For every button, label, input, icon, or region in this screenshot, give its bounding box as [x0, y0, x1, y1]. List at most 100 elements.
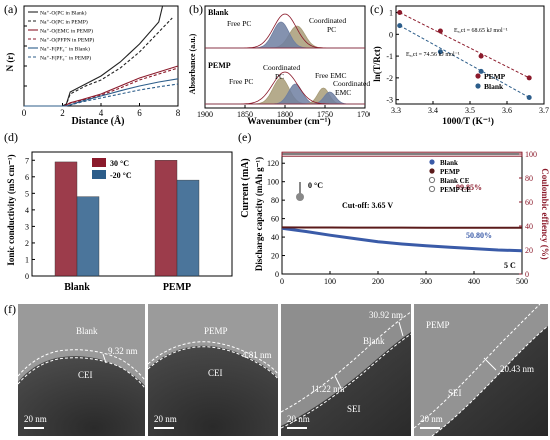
b-pemp-label-2: PC — [275, 72, 284, 81]
tem-1-title: Blank — [76, 326, 98, 336]
panel-c-svg: (c) ln(T/Rct) 1000/T (K⁻¹) 3.3 3.4 3.5 3.6 3… — [370, 2, 549, 127]
c-xtick-label: 3.3 — [391, 106, 401, 115]
tem-1-scale: 20 nm — [24, 414, 47, 424]
b-pemp-label-1: Coordinated — [263, 63, 300, 72]
b-xtick-label: 1700 — [357, 110, 370, 119]
d-category-label: PEMP — [163, 282, 191, 293]
c-legend-label: Blank — [484, 82, 504, 91]
d-ytick-label: 0 — [25, 272, 29, 281]
c-ytick-label: 0 — [389, 30, 393, 39]
d-bar-pemp-2 — [176, 179, 200, 277]
b-pemp-label-5: Coordinated — [333, 79, 370, 88]
panel-b-ylabel: Absorbance (a.u.) — [188, 33, 197, 94]
e-xtick-label: 200 — [372, 277, 384, 286]
e-pct-blank: 50.80% — [466, 231, 492, 240]
e-xtick-label: 300 — [420, 277, 432, 286]
a-xtick-label: 8 — [176, 108, 181, 118]
e-thermometer-bulb-icon — [296, 193, 304, 201]
b-blank-title: Blank — [208, 8, 229, 17]
b-pemp-title: PEMP — [208, 61, 231, 70]
c-legend-marker — [475, 83, 481, 89]
panel-c-xlabel: 1000/T (K⁻¹) — [442, 116, 494, 127]
a-xtick-label: 0 — [22, 108, 27, 118]
d-ytick-label: 2 — [25, 239, 29, 248]
a-legend-label: Na⁺-O(PC in PEMP) — [40, 19, 88, 26]
b-pemp-label-3: Free EMC — [315, 71, 346, 80]
e-ytick-label: 40 — [271, 233, 279, 242]
c-point — [437, 28, 443, 34]
e-legend-label: PEMP CE — [440, 186, 471, 194]
b-pemp-label-6: EMC — [335, 88, 351, 97]
c-ytick-label: -2 — [386, 74, 393, 83]
b-blank-label-3: PC — [327, 25, 336, 34]
panel-e-xlabel: Current (mA) — [240, 158, 251, 218]
e-ytick-label: 0 — [275, 270, 279, 279]
tem-3-title: Blank — [363, 336, 385, 346]
b-xtick-label: 1800 — [277, 110, 293, 119]
tem-image-2: PEMP 4.81 nm CEI 20 nm — [148, 304, 278, 436]
e-legend-marker — [429, 159, 435, 165]
tem-image-4: PEMP 20.43 nm SEI 20 nm — [414, 304, 548, 436]
c-legend-label: PEMP — [484, 72, 506, 81]
c-fit-line-1 — [399, 12, 530, 79]
tem-3-thickness: 30.92 nm — [369, 310, 404, 320]
panel-f-letter: (f) — [4, 302, 16, 316]
c-xtick-label: 3.7 — [539, 106, 549, 115]
d-legend-30: 30 °C — [110, 159, 129, 168]
a-series-line-5 — [24, 78, 179, 107]
panel-a-ylabel: N (r) — [5, 53, 15, 72]
a-series-line-4 — [24, 67, 179, 107]
c-ea-blank: Eₐ,ct = 74.56 kJ mol⁻¹ — [406, 52, 460, 58]
e-capacity-line-1 — [281, 226, 523, 253]
a-series-line-2 — [24, 17, 173, 107]
d-category-label: Blank — [64, 282, 90, 293]
tem-4-title: PEMP — [426, 320, 450, 330]
d-ytick-label: 1 — [25, 255, 29, 264]
e-y2tick-label: 60 — [525, 198, 533, 207]
e-legend-label: Blank — [440, 159, 458, 167]
tem-2-title: PEMP — [204, 326, 228, 336]
d-bar-pemp-1 — [154, 160, 178, 277]
c-point — [397, 10, 403, 16]
e-cutoff-label: Cut-off: 3.65 V — [342, 201, 393, 210]
e-y2tick-label: 100 — [525, 150, 537, 159]
tem-4-thickness: 20.43 nm — [500, 364, 535, 374]
e-rate-label: 5 C — [504, 261, 516, 270]
d-ytick-label: 7 — [25, 156, 29, 165]
d-ytick-label: 3 — [25, 222, 29, 231]
c-xtick-label: 3.5 — [465, 106, 475, 115]
panel-b-xlabel: Wavenumber (cm⁻¹) — [247, 116, 330, 127]
c-point — [478, 53, 484, 59]
tem-3-scale: 20 nm — [287, 414, 310, 424]
panel-e-frame — [281, 153, 523, 275]
a-legend-label: Na⁺-O(EMC in PEMP) — [40, 28, 93, 35]
e-legend-marker — [428, 185, 436, 193]
e-ytick-label: 60 — [271, 215, 279, 224]
e-legend-marker — [429, 168, 435, 174]
e-ytick-label: 120 — [267, 159, 279, 168]
panel-b-letter: (b) — [189, 2, 203, 16]
a-series-line-3 — [24, 65, 179, 107]
e-xtick-label: 500 — [516, 277, 528, 286]
d-ytick-label: 4 — [25, 206, 29, 215]
b-blank-label-2: Coordinated — [309, 16, 346, 25]
panel-e-letter: (e) — [238, 130, 251, 144]
e-legend-label: Blank CE — [440, 177, 470, 185]
c-ytick-label: -3 — [386, 96, 393, 105]
panel-c-ylabel: ln(T/Rct) — [372, 46, 382, 82]
d-legend-m20: -20 °C — [110, 171, 132, 180]
e-y2tick-label: 80 — [525, 174, 533, 183]
b-xtick-label: 1750 — [317, 110, 333, 119]
e-y2tick-label: 40 — [525, 222, 533, 231]
c-point — [437, 49, 443, 55]
c-xtick-label: 3.6 — [502, 106, 512, 115]
a-legend-label: Na⁺-O(PC in Blank) — [40, 10, 87, 17]
e-y2tick-label: 20 — [525, 246, 533, 255]
e-xtick-label: 400 — [468, 277, 480, 286]
a-xtick-label: 6 — [137, 108, 142, 118]
tem-3-thickness2: 11.22 nm — [311, 384, 345, 394]
e-legend-label: PEMP — [440, 168, 461, 176]
c-legend-marker — [475, 73, 481, 79]
e-ytick-label: 80 — [271, 196, 279, 205]
panel-a-xlabel: Distance (Å) — [71, 115, 124, 127]
